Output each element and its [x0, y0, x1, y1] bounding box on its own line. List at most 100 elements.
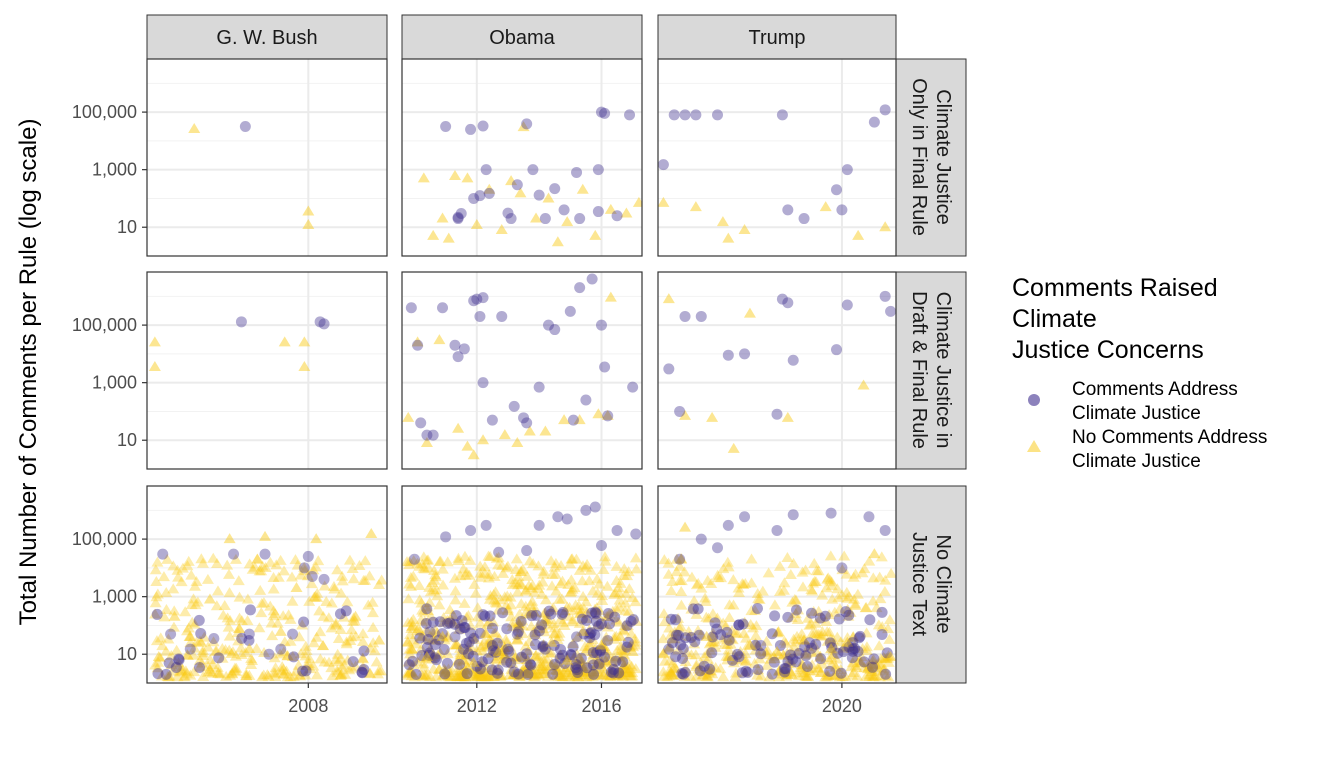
point-not-addressed: [431, 590, 444, 601]
point-not-addressed: [298, 561, 311, 572]
panel-r1-c0: [146, 271, 388, 470]
point-addressed: [584, 632, 596, 644]
point-not-addressed: [809, 617, 822, 628]
point-not-addressed: [492, 645, 505, 656]
point-addressed: [586, 607, 598, 619]
point-addressed: [421, 429, 433, 441]
point-addressed: [533, 189, 545, 201]
point-addressed: [476, 656, 488, 668]
point-not-addressed: [488, 570, 501, 581]
point-not-addressed: [808, 557, 821, 568]
point-not-addressed: [711, 612, 724, 623]
point-not-addressed: [203, 663, 216, 674]
point-not-addressed: [341, 596, 354, 607]
point-addressed: [608, 663, 620, 675]
point-not-addressed: [613, 601, 626, 612]
point-not-addressed: [612, 666, 625, 677]
point-not-addressed: [493, 632, 506, 643]
point-not-addressed: [280, 665, 293, 676]
point-not-addressed: [622, 666, 635, 677]
point-not-addressed: [803, 619, 816, 630]
point-not-addressed: [613, 666, 626, 677]
point-not-addressed: [359, 555, 372, 566]
point-not-addressed: [338, 659, 351, 670]
point-not-addressed: [439, 664, 452, 675]
point-not-addressed: [332, 656, 345, 667]
point-not-addressed: [830, 661, 843, 672]
point-not-addressed: [185, 599, 198, 610]
point-not-addressed: [625, 670, 638, 681]
point-not-addressed: [815, 630, 828, 641]
point-addressed: [793, 648, 805, 660]
point-not-addressed: [726, 625, 739, 636]
point-not-addressed: [492, 559, 505, 570]
point-not-addressed: [608, 587, 621, 598]
point-not-addressed: [473, 668, 486, 679]
point-not-addressed: [506, 578, 519, 589]
point-not-addressed: [459, 664, 472, 675]
point-addressed: [671, 629, 683, 641]
point-not-addressed: [570, 648, 583, 659]
point-not-addressed: [150, 591, 163, 602]
point-not-addressed: [596, 663, 609, 674]
point-addressed: [722, 519, 734, 531]
point-not-addressed: [475, 660, 488, 671]
point-not-addressed: [528, 664, 541, 675]
point-not-addressed: [570, 669, 583, 680]
point-not-addressed: [185, 569, 198, 580]
point-addressed: [621, 620, 633, 632]
point-not-addressed: [446, 615, 459, 626]
point-addressed: [512, 668, 524, 680]
point-addressed: [511, 628, 523, 640]
point-addressed: [165, 628, 177, 640]
point-not-addressed: [184, 637, 197, 648]
point-not-addressed: [537, 623, 550, 634]
point-not-addressed: [739, 648, 752, 659]
point-not-addressed: [870, 602, 883, 613]
point-not-addressed: [549, 568, 562, 579]
point-not-addressed: [552, 631, 565, 642]
point-not-addressed: [516, 628, 529, 639]
point-not-addressed: [664, 666, 677, 677]
point-not-addressed: [795, 658, 808, 669]
point-not-addressed: [739, 578, 752, 589]
point-not-addressed: [467, 669, 480, 680]
point-not-addressed: [788, 593, 801, 604]
point-not-addressed: [445, 665, 458, 676]
point-not-addressed: [679, 521, 692, 532]
point-addressed: [421, 642, 433, 654]
point-not-addressed: [573, 652, 586, 663]
point-addressed: [677, 668, 689, 680]
point-not-addressed: [513, 670, 526, 681]
point-addressed: [515, 615, 527, 627]
point-not-addressed: [172, 657, 185, 668]
point-not-addressed: [545, 555, 558, 566]
point-addressed: [694, 665, 706, 677]
point-not-addressed: [545, 657, 558, 668]
point-not-addressed: [331, 666, 344, 677]
point-addressed: [556, 608, 568, 620]
point-not-addressed: [511, 634, 524, 645]
point-not-addressed: [428, 565, 441, 576]
point-addressed: [505, 213, 517, 225]
point-not-addressed: [367, 621, 380, 632]
point-not-addressed: [620, 659, 633, 670]
point-not-addressed: [849, 598, 862, 609]
point-not-addressed: [467, 656, 480, 667]
point-not-addressed: [666, 576, 679, 587]
point-not-addressed: [692, 577, 705, 588]
point-addressed: [193, 614, 205, 626]
point-not-addressed: [658, 633, 670, 644]
point-not-addressed: [829, 669, 842, 680]
point-addressed: [602, 410, 614, 422]
point-not-addressed: [554, 649, 567, 660]
point-not-addressed: [667, 670, 680, 681]
point-addressed: [408, 553, 420, 565]
point-not-addressed: [460, 611, 473, 622]
point-addressed: [453, 658, 465, 670]
point-addressed: [863, 511, 875, 523]
point-not-addressed: [575, 661, 588, 672]
point-not-addressed: [472, 666, 485, 677]
point-not-addressed: [168, 605, 181, 616]
point-not-addressed: [814, 667, 827, 678]
